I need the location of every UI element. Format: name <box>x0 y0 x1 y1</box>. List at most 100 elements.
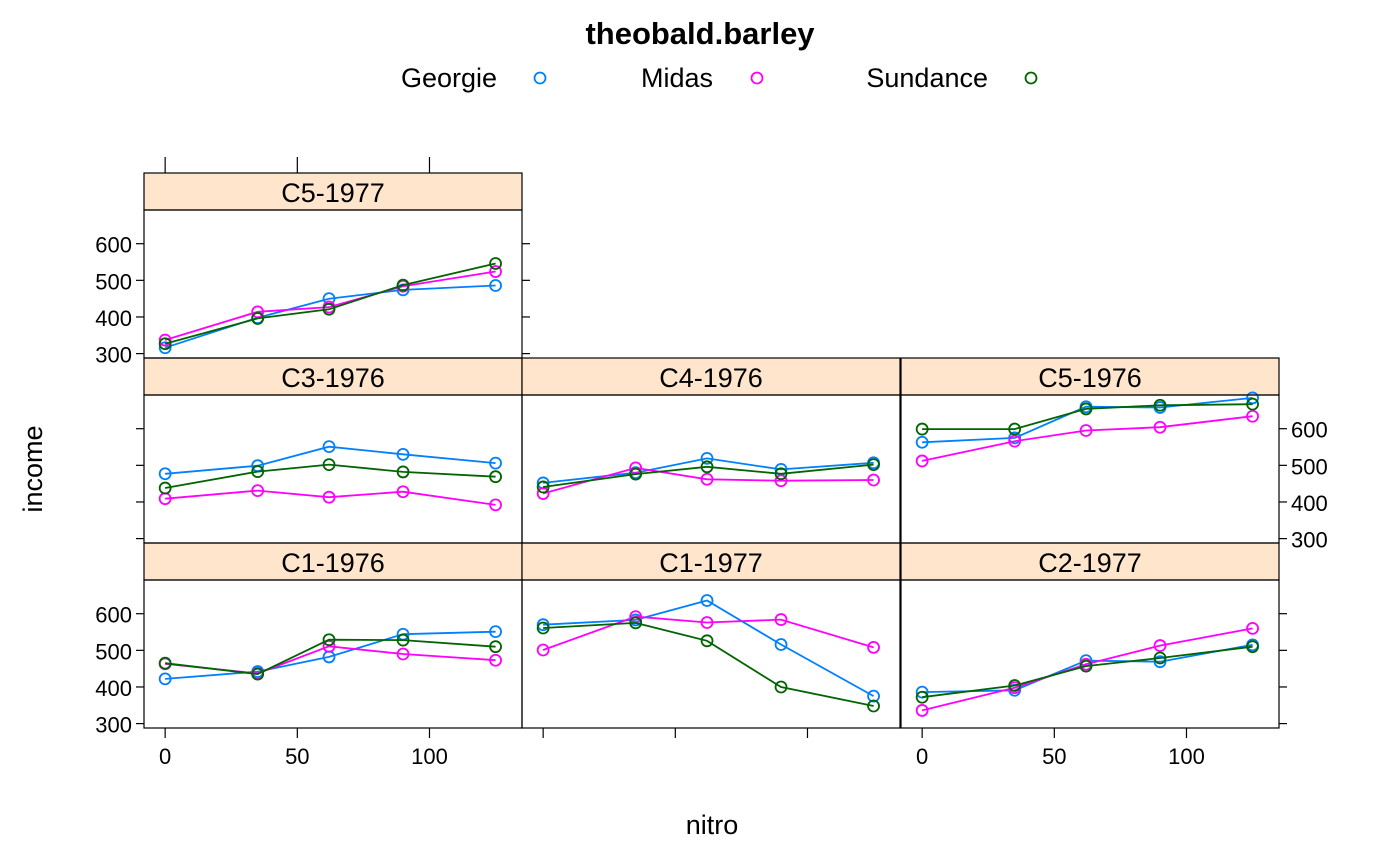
chart-title: theobald.barley <box>585 16 815 51</box>
data-point-sundance <box>1246 640 1259 654</box>
data-point-midas <box>251 484 265 498</box>
data-point-georgie <box>867 689 880 703</box>
y-tick-label: 300 <box>95 713 132 738</box>
data-point-midas <box>1153 420 1167 434</box>
y-tick-label: 300 <box>95 343 132 368</box>
data-point-midas <box>1079 424 1093 437</box>
data-point-sundance <box>158 337 172 351</box>
data-point-sundance <box>1008 422 1022 436</box>
data-point-sundance <box>867 699 880 713</box>
series-line-sundance <box>164 463 496 489</box>
data-point-georgie <box>158 467 172 481</box>
data-point-sundance <box>915 422 929 436</box>
data-point-sundance <box>1079 402 1093 416</box>
series-line-midas <box>542 466 874 495</box>
data-point-sundance <box>396 633 410 647</box>
data-point-midas <box>158 333 172 347</box>
data-point-midas <box>700 616 714 629</box>
data-point-midas <box>322 490 336 504</box>
panels: C1-1976 300 400 500 600 0 50 100 C1-1977 C2-1977 0… <box>95 157 1328 769</box>
strip <box>900 357 1280 396</box>
data-point-sundance <box>251 667 265 681</box>
strip-label: C4-1976 <box>659 363 763 393</box>
y-tick-label: 400 <box>1291 491 1328 516</box>
y-tick-label: 400 <box>95 306 132 331</box>
panel-c2-1977: C2-1977 0 50 100 <box>900 542 1287 769</box>
y-tick-label: 400 <box>95 676 132 701</box>
x-tick-label: 100 <box>411 744 448 769</box>
series-line-midas <box>165 489 496 506</box>
data-point-sundance <box>158 656 172 670</box>
data-point-midas <box>867 473 880 487</box>
x-tick-label: 100 <box>1168 744 1205 769</box>
data-point-midas <box>251 305 265 319</box>
data-point-sundance <box>489 257 502 270</box>
y-tick-label: 600 <box>95 603 132 628</box>
series-line-georgie <box>165 630 496 680</box>
y-tick-label: 500 <box>1291 454 1328 479</box>
strip-label: C1-1977 <box>659 548 763 578</box>
strip <box>521 357 901 396</box>
data-point-sundance <box>489 470 502 484</box>
data-point-sundance <box>251 312 265 325</box>
data-point-georgie <box>489 625 502 639</box>
data-point-georgie <box>536 618 550 632</box>
data-point-midas <box>1246 409 1259 423</box>
data-point-georgie <box>700 594 714 607</box>
data-point-georgie <box>489 456 502 470</box>
panel-c1-1977: C1-1977 <box>521 542 901 738</box>
strip <box>143 542 523 581</box>
data-point-midas <box>1246 621 1259 635</box>
data-point-georgie <box>915 435 929 449</box>
panel-border <box>900 394 1280 544</box>
data-point-sundance <box>1079 659 1093 673</box>
data-point-midas <box>700 472 714 486</box>
strip <box>900 542 1280 581</box>
series-line-midas <box>164 270 496 341</box>
data-point-georgie <box>322 440 336 454</box>
y-tick-label: 500 <box>95 269 132 294</box>
data-point-sundance <box>700 460 714 474</box>
legend-marker-midas <box>750 71 764 85</box>
series-line-sundance <box>164 638 496 676</box>
data-point-sundance <box>867 458 880 472</box>
data-point-georgie <box>774 638 788 651</box>
y-tick-label: 600 <box>95 233 132 258</box>
series-line-midas <box>921 415 1253 462</box>
panel-c1-1976: C1-1976 300 400 500 600 0 50 100 <box>95 542 523 769</box>
panel-c5-1977: C5-1977 300 400 500 600 <box>95 157 530 368</box>
data-point-sundance <box>396 278 410 292</box>
series-line-georgie <box>165 445 496 475</box>
series-line-sundance <box>922 403 1253 431</box>
panel-c4-1976: C4-1976 <box>521 357 901 544</box>
data-point-sundance <box>322 458 336 472</box>
series-line-sundance <box>542 463 874 488</box>
legend-marker-sundance <box>1024 71 1038 85</box>
legend: Georgie Midas Sundance <box>401 63 1038 93</box>
series-line-georgie <box>543 599 875 697</box>
data-point-midas <box>396 485 410 499</box>
x-tick-label: 50 <box>285 744 309 769</box>
data-point-sundance <box>322 302 336 316</box>
data-point-midas <box>915 454 929 468</box>
data-point-sundance <box>251 465 265 478</box>
data-point-sundance <box>489 640 502 654</box>
panel-border <box>143 209 523 359</box>
data-point-sundance <box>629 467 643 481</box>
strip-label: C1-1976 <box>281 548 385 578</box>
x-tick-label: 0 <box>159 744 171 769</box>
series-line-sundance <box>164 262 496 345</box>
data-point-sundance <box>774 680 788 694</box>
strip-label: C3-1976 <box>281 363 385 393</box>
data-point-midas <box>1153 639 1167 652</box>
data-point-georgie <box>1008 431 1022 445</box>
data-point-midas <box>774 613 788 626</box>
data-point-midas <box>915 704 929 717</box>
data-point-georgie <box>700 451 714 465</box>
legend-label-sundance: Sundance <box>866 63 988 93</box>
y-tick-label: 300 <box>1291 528 1328 553</box>
series-line-midas <box>542 615 874 651</box>
data-point-midas <box>536 487 550 500</box>
panel-c3-1976: C3-1976 <box>136 357 523 544</box>
